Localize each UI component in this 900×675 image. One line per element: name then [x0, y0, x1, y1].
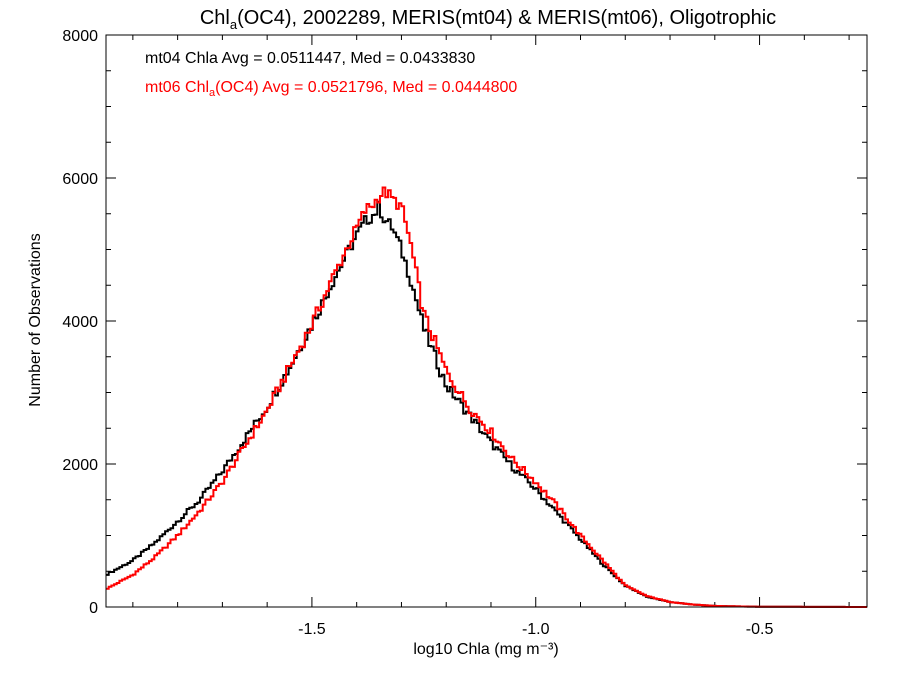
x-tick-label: -0.5	[746, 621, 774, 638]
x-axis-label: log10 Chla (mg m⁻³)	[413, 641, 558, 658]
y-tick-label: 2000	[62, 457, 98, 474]
series-mt06-line	[106, 186, 867, 608]
axis-ticks: -1.5 -1.0 -0.5 0 2000 4000 6000 8000	[62, 28, 867, 638]
y-axis-label: Number of Observations	[27, 233, 44, 406]
chart-title: Chla(OC4), 2002289, MERIS(mt04) & MERIS(…	[200, 7, 776, 32]
x-tick-label: -1.5	[298, 621, 326, 638]
x-tick-label: -1.0	[522, 621, 550, 638]
y-tick-label: 0	[89, 600, 98, 617]
y-tick-label: 6000	[62, 171, 98, 188]
series-mt04-line	[106, 200, 867, 608]
y-tick-label: 4000	[62, 314, 98, 331]
annotation-mt04: mt04 Chla Avg = 0.0511447, Med = 0.04338…	[145, 50, 475, 67]
series-group	[106, 186, 867, 608]
annotation-mt06: mt06 Chla(OC4) Avg = 0.0521796, Med = 0.…	[145, 79, 517, 99]
y-tick-label: 8000	[62, 28, 98, 45]
plot-frame	[105, 34, 868, 608]
